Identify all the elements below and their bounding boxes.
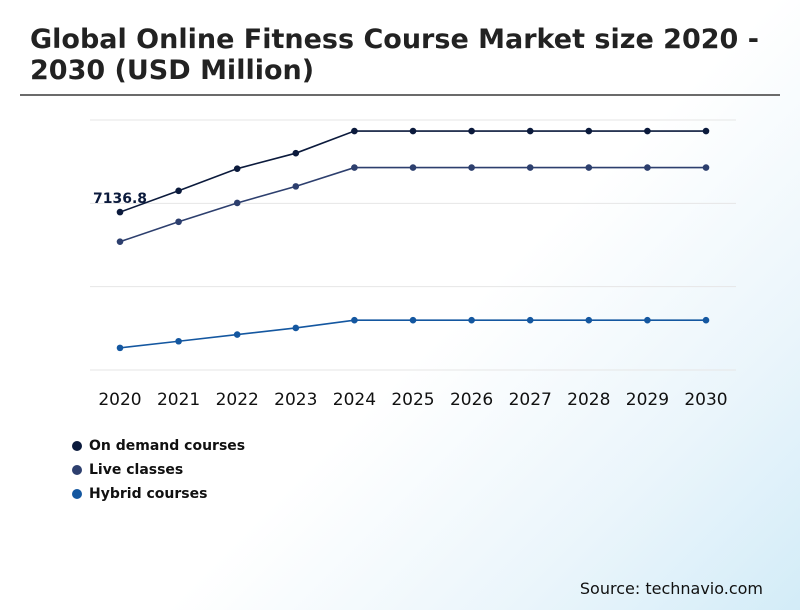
data-point: [585, 127, 593, 135]
data-point: [702, 164, 710, 171]
data-point: [702, 316, 710, 324]
data-point: [585, 164, 593, 171]
legend-marker: [72, 465, 82, 475]
x-tick-label: 2025: [391, 390, 434, 410]
title-divider: [20, 94, 780, 96]
series-line-1: [119, 166, 706, 243]
data-labels: 7136.8: [93, 191, 147, 207]
legend-label: On demand courses: [89, 438, 246, 454]
x-tick-label: 2027: [509, 390, 552, 410]
data-point: [644, 316, 651, 324]
series-points: [116, 127, 710, 352]
data-point: [526, 127, 534, 135]
x-tick-label: 2026: [450, 390, 493, 410]
line-chart: 2020 2021 2022 2023 2024 2025 2026 2027 2028 2029…: [90, 119, 736, 410]
legend-label: Live classes: [89, 462, 184, 478]
data-point: [702, 127, 710, 135]
legend-marker: [72, 441, 82, 451]
x-tick-label: 2029: [626, 390, 669, 410]
x-tick-label: 2021: [157, 390, 200, 410]
data-point: [409, 164, 417, 171]
data-point: [175, 218, 182, 226]
x-tick-label: 2024: [333, 390, 376, 410]
data-point: [351, 316, 358, 324]
legend-item: On demand courses: [72, 434, 245, 458]
legend-label: Hybrid courses: [89, 486, 208, 502]
data-point: [116, 208, 124, 216]
data-point: [468, 164, 475, 171]
data-point: [233, 199, 241, 207]
x-tick-label: 2028: [567, 390, 610, 410]
data-point: [526, 316, 534, 324]
data-label: 7136.8: [93, 191, 147, 207]
legend-item: Live classes: [72, 458, 245, 482]
x-axis-tick-labels: 2020 2021 2022 2023 2024 2025 2026 2027 2028 2029…: [98, 390, 727, 410]
series-lines: [119, 130, 706, 349]
data-point: [175, 337, 182, 345]
source-note: Source: technavio.com: [579, 579, 763, 598]
data-point: [351, 164, 358, 171]
data-point: [233, 165, 241, 172]
legend-marker: [72, 489, 82, 499]
gridlines: [90, 119, 736, 371]
data-point: [468, 127, 475, 135]
data-point: [409, 316, 417, 324]
data-point: [292, 149, 300, 157]
data-point: [644, 164, 651, 171]
series-line-0: [119, 130, 706, 213]
x-tick-label: 2023: [274, 390, 317, 410]
x-tick-label: 2020: [98, 390, 141, 410]
data-point: [351, 127, 358, 135]
data-point: [116, 238, 124, 245]
x-tick-label: 2022: [216, 390, 259, 410]
legend: On demand courses Live classes Hybrid cour…: [72, 434, 245, 506]
data-point: [585, 316, 593, 324]
data-point: [233, 331, 241, 338]
data-point: [116, 344, 124, 352]
series-line-2: [119, 319, 706, 349]
data-point: [292, 183, 300, 190]
x-tick-label: 2030: [684, 390, 727, 410]
data-point: [175, 187, 182, 195]
data-point: [292, 324, 300, 332]
data-point: [409, 127, 417, 135]
data-point: [644, 127, 651, 135]
chart-title: Global Online Fitness Course Market size…: [30, 24, 759, 86]
legend-item: Hybrid courses: [72, 482, 245, 506]
data-point: [468, 316, 475, 324]
data-point: [526, 164, 534, 171]
